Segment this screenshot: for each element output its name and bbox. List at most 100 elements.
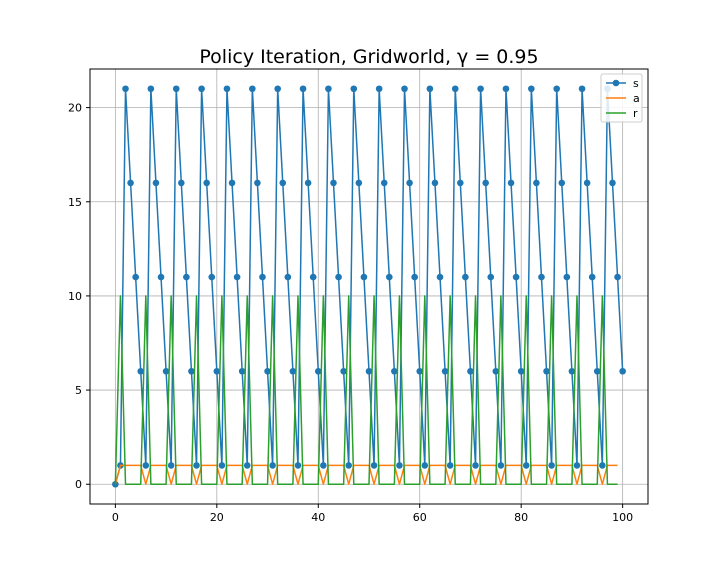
series-layer (112, 85, 626, 488)
y-tick-label: 20 (68, 102, 82, 115)
data-point-s (294, 462, 302, 469)
data-point-s (517, 367, 525, 375)
data-point-s (528, 85, 535, 93)
data-point-s (147, 85, 155, 93)
data-point-s (218, 462, 226, 469)
data-point-s (325, 85, 332, 93)
data-point-s (269, 462, 276, 469)
x-tick-label: 20 (210, 511, 224, 524)
data-point-s (314, 367, 322, 375)
data-point-s (553, 85, 560, 93)
y-tick-label: 10 (68, 290, 82, 303)
data-point-s (152, 179, 160, 187)
series-r (114, 295, 618, 485)
data-point-s (142, 462, 150, 469)
data-point-s (193, 462, 200, 469)
data-point-s (391, 367, 398, 375)
series-a (114, 464, 618, 485)
data-point-s (578, 85, 586, 93)
data-point-s (563, 273, 571, 281)
data-point-s (228, 179, 236, 187)
series-line-r (114, 295, 618, 485)
x-tick-label: 100 (612, 511, 633, 524)
data-point-s (619, 367, 626, 375)
data-point-s (355, 179, 363, 187)
data-point-s (396, 462, 403, 469)
data-point-s (178, 179, 185, 187)
data-point-s (482, 179, 489, 187)
data-point-s (345, 462, 353, 469)
data-point-s (614, 273, 621, 281)
data-point-s (457, 179, 464, 187)
data-point-s (411, 273, 418, 281)
data-point-s (137, 367, 145, 375)
series-s (112, 85, 626, 488)
data-point-s (538, 273, 545, 281)
data-point-s (588, 273, 596, 281)
plot-frame (89, 68, 649, 505)
data-point-s (416, 367, 424, 375)
data-point-s (441, 367, 449, 375)
data-point-s (172, 85, 180, 93)
data-point-s (162, 367, 170, 375)
data-point-s (497, 462, 505, 469)
y-tick-label: 15 (68, 196, 82, 209)
data-point-s (330, 179, 337, 187)
data-point-s (243, 462, 251, 469)
data-point-s (431, 179, 439, 187)
axis-ticks: 0 20 40 60 80 100 0 5 10 15 20 (68, 102, 633, 524)
data-point-s (583, 179, 591, 187)
legend-item-a: a (606, 92, 640, 105)
data-point-s (492, 367, 500, 375)
data-point-s (502, 85, 510, 93)
data-point-s (289, 367, 297, 375)
data-point-s (309, 273, 317, 281)
data-point-s (213, 367, 221, 375)
data-point-s (284, 273, 292, 281)
series-line-s (114, 88, 624, 485)
data-point-s (208, 273, 216, 281)
data-point-s (436, 273, 444, 281)
x-tick-label: 0 (112, 511, 119, 524)
data-point-s (522, 462, 530, 469)
data-point-s (599, 462, 606, 469)
data-point-s (188, 367, 195, 375)
data-point-s (279, 179, 287, 187)
series-line-a (114, 464, 618, 485)
data-point-s (593, 367, 601, 375)
data-point-s (259, 273, 266, 281)
data-point-s (380, 179, 388, 187)
data-point-s (558, 179, 566, 187)
data-point-s (249, 85, 256, 93)
y-tick-label: 0 (75, 478, 82, 491)
x-tick-label: 80 (514, 511, 528, 524)
data-point-s (446, 462, 454, 469)
data-point-s (467, 367, 474, 375)
x-tick-label: 60 (413, 511, 427, 524)
data-point-s (223, 85, 231, 93)
data-point-s (421, 462, 429, 469)
legend-label: a (633, 92, 640, 105)
data-point-s (320, 462, 327, 469)
data-point-s (183, 273, 190, 281)
data-point-s (533, 179, 540, 187)
data-point-s (462, 273, 469, 281)
data-point-s (360, 273, 368, 281)
data-point-s (375, 85, 383, 93)
data-point-s (385, 273, 393, 281)
data-point-s (274, 85, 281, 93)
data-point-s (238, 367, 246, 375)
data-point-s (127, 179, 134, 187)
data-point-s (335, 273, 342, 281)
legend-item-s: s (606, 77, 639, 90)
legend-label: s (633, 77, 639, 90)
x-tick-label: 40 (311, 511, 325, 524)
data-point-s (299, 85, 307, 93)
data-point-s (304, 179, 312, 187)
data-point-s (548, 462, 555, 469)
data-point-s (350, 85, 358, 93)
data-point-s (568, 367, 576, 375)
data-point-s (477, 85, 484, 93)
data-point-s (340, 367, 347, 375)
